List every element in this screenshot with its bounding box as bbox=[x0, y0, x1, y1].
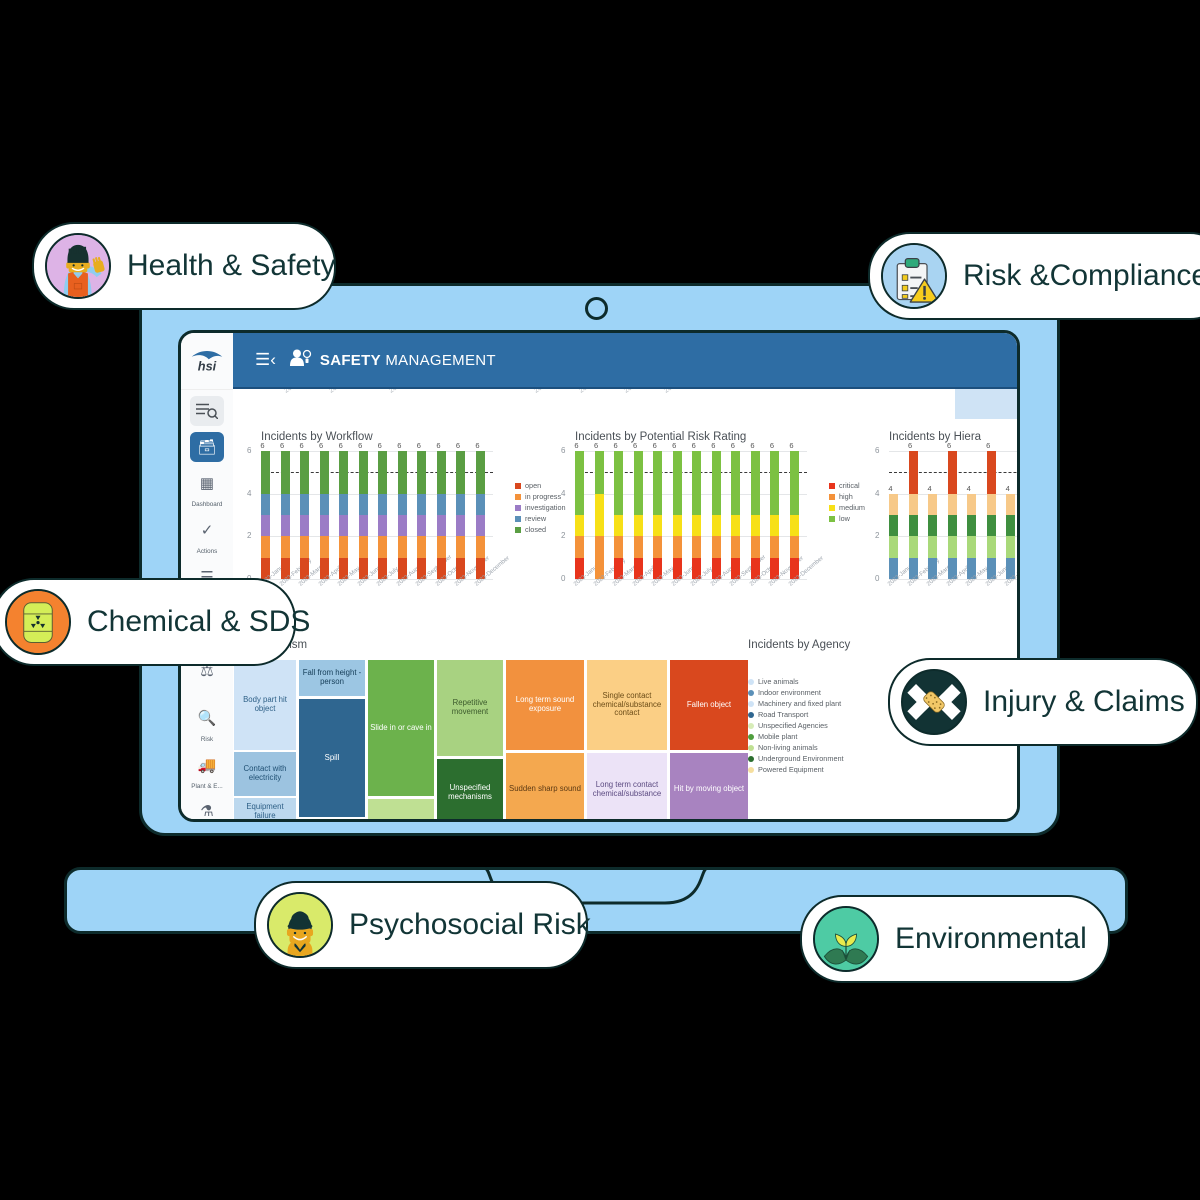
svg-text:hsi: hsi bbox=[198, 358, 217, 373]
